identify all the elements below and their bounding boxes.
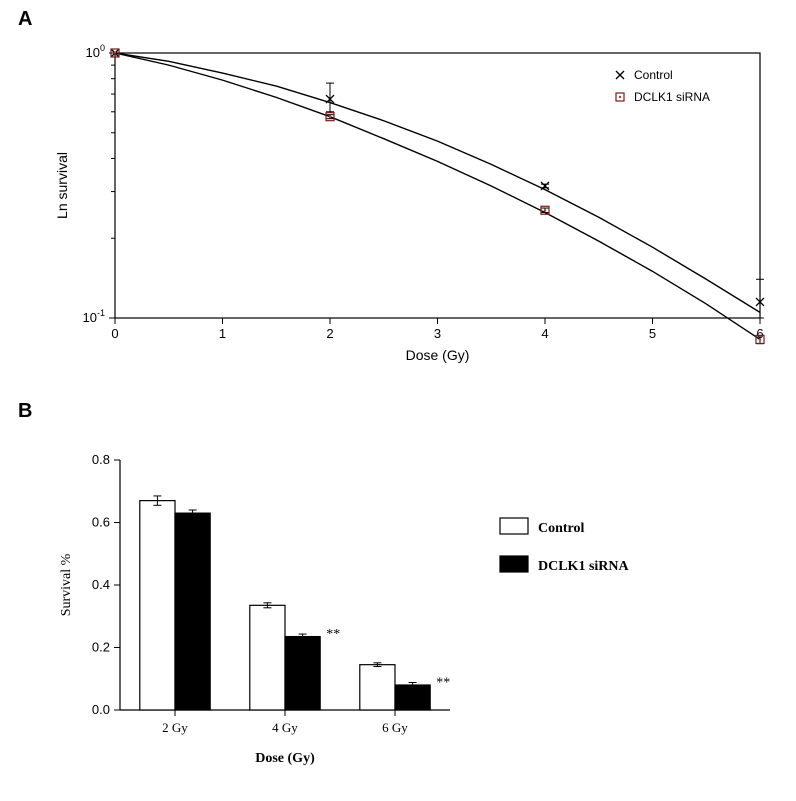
svg-text:0.8: 0.8 xyxy=(92,452,110,467)
panel-a-label: A xyxy=(18,8,32,31)
svg-text:4 Gy: 4 Gy xyxy=(272,720,298,735)
svg-text:1: 1 xyxy=(219,326,226,341)
svg-text:DCLK1 siRNA: DCLK1 siRNA xyxy=(538,559,630,574)
svg-text:**: ** xyxy=(436,676,450,691)
panel-b-chart: 0.0 0.2 0.4 0.6 0.8 Survival % 2 Gy 4 Gy ** 6 Gy *… xyxy=(40,440,780,780)
svg-text:100: 100 xyxy=(86,43,105,60)
panel-a-chart: 0123456Dose (Gy)10-1100Ln survivalContro… xyxy=(40,38,780,368)
svg-text:Control: Control xyxy=(538,521,585,536)
svg-text:0.0: 0.0 xyxy=(92,702,110,717)
svg-text:5: 5 xyxy=(649,326,656,341)
svg-text:6 Gy: 6 Gy xyxy=(382,720,408,735)
panel-b-legend: Control DCLK1 siRNA xyxy=(500,518,630,574)
svg-text:**: ** xyxy=(326,627,340,642)
svg-text:Ln survival: Ln survival xyxy=(54,152,70,219)
svg-text:10-1: 10-1 xyxy=(83,308,105,325)
svg-text:DCLK1 siRNA: DCLK1 siRNA xyxy=(634,90,710,104)
figure-page: A 0123456Dose (Gy)10-1100Ln survivalCont… xyxy=(0,0,796,801)
svg-text:0: 0 xyxy=(111,326,118,341)
panel-a-legend: Control DCLK1 siRNA xyxy=(616,68,710,104)
svg-text:3: 3 xyxy=(434,326,441,341)
svg-text:Dose (Gy): Dose (Gy) xyxy=(406,347,470,363)
svg-text:0.6: 0.6 xyxy=(92,515,110,530)
svg-text:0.4: 0.4 xyxy=(92,577,110,592)
svg-text:0.2: 0.2 xyxy=(92,640,110,655)
panel-b-label: B xyxy=(18,400,32,423)
svg-text:Survival %: Survival % xyxy=(59,553,74,616)
svg-text:2 Gy: 2 Gy xyxy=(162,720,188,735)
svg-text:Dose (Gy): Dose (Gy) xyxy=(255,751,315,766)
svg-text:Control: Control xyxy=(634,68,673,82)
svg-text:4: 4 xyxy=(541,326,548,341)
svg-text:2: 2 xyxy=(326,326,333,341)
